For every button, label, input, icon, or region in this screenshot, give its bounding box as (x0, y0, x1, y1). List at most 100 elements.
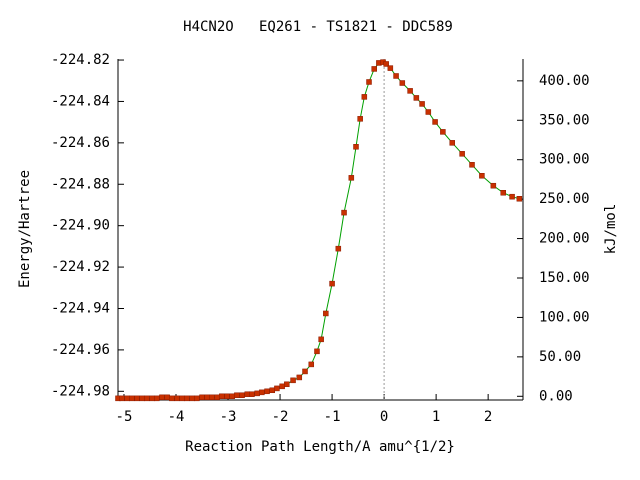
x-tick-label: 0 (380, 409, 388, 425)
x-tick-label: 1 (432, 409, 440, 425)
y2-tick-label: 50.00 (539, 349, 581, 365)
data-point (159, 394, 165, 401)
data-point (432, 119, 438, 125)
data-point (419, 101, 425, 107)
y2-tick-label: 100.00 (539, 309, 590, 325)
y2-tick-label: 350.00 (539, 112, 590, 128)
x-tick-label: 2 (484, 409, 492, 425)
data-point (189, 395, 195, 402)
y-tick-label: -224.90 (51, 218, 110, 234)
y2-tick-label: 200.00 (539, 231, 590, 247)
x-tick-label: -4 (168, 409, 185, 425)
data-point (239, 392, 245, 398)
data-point (269, 387, 275, 394)
data-point (302, 368, 308, 375)
y2-tick-label: 0.00 (539, 388, 573, 404)
data-point (399, 80, 406, 86)
data-point (199, 394, 205, 401)
data-point (224, 393, 230, 400)
data-point (254, 390, 260, 397)
data-point (323, 310, 329, 317)
y-tick-label: -224.82 (51, 52, 110, 68)
data-point (308, 361, 315, 368)
data-point (449, 140, 455, 146)
y2-axis-label: kJ/mol (603, 204, 619, 255)
y2-tick-label: 400.00 (539, 73, 590, 89)
data-point (209, 394, 215, 401)
y-tick-label: -224.98 (51, 383, 110, 399)
data-point (407, 88, 413, 94)
data-point (249, 391, 255, 397)
data-point (119, 395, 125, 402)
data-point (244, 391, 251, 397)
data-point (366, 79, 372, 85)
data-point (154, 395, 160, 402)
data-point (371, 66, 377, 72)
data-point (204, 394, 210, 401)
data-point (341, 209, 347, 216)
y2-tick-label: 250.00 (539, 191, 590, 207)
x-tick-label: -2 (272, 409, 289, 425)
data-point (234, 392, 240, 398)
data-point (314, 348, 320, 355)
data-point (184, 395, 190, 402)
data-point (274, 385, 280, 392)
data-point (149, 395, 155, 402)
data-point (194, 395, 200, 402)
data-point (179, 395, 185, 402)
data-point (219, 393, 225, 400)
data-point (413, 95, 420, 101)
data-point (383, 61, 389, 67)
data-point (516, 196, 523, 202)
y-tick-label: -224.96 (51, 342, 110, 358)
data-point (393, 73, 399, 79)
data-point (144, 395, 150, 402)
data-point (329, 280, 335, 287)
data-point (357, 116, 363, 122)
data-point (353, 144, 359, 150)
x-tick-label: -5 (116, 409, 133, 425)
y-tick-label: -224.86 (51, 135, 110, 151)
data-point (214, 394, 220, 401)
x-axis-label: Reaction Path Length/A amu^{1/2} (185, 439, 455, 455)
data-point (490, 182, 497, 189)
y-tick-label: -224.94 (51, 300, 110, 316)
data-point (387, 65, 394, 71)
data-point (134, 395, 140, 402)
data-point (509, 193, 515, 200)
data-point (290, 377, 296, 384)
data-point (229, 393, 235, 400)
data-point (318, 336, 324, 343)
x-tick-label: -1 (324, 409, 341, 425)
data-point (259, 389, 265, 396)
data-point (279, 383, 285, 390)
data-point (284, 381, 290, 388)
data-point (164, 394, 170, 401)
data-point (139, 395, 145, 402)
data-point (361, 94, 368, 100)
data-point (469, 162, 475, 168)
data-point (440, 129, 446, 135)
chart-title: H4CN2O EQ261 - TS1821 - DDC589 (183, 19, 453, 35)
y-tick-label: -224.84 (51, 93, 110, 109)
data-point (264, 388, 270, 395)
data-point (348, 175, 355, 181)
x-tick-label: -3 (220, 409, 237, 425)
y-tick-label: -224.92 (51, 259, 110, 275)
data-point (425, 109, 432, 115)
data-point (129, 395, 135, 402)
data-point (500, 189, 506, 196)
data-point (174, 395, 180, 402)
data-point (479, 173, 485, 179)
data-point (459, 151, 465, 157)
y-axis-label: Energy/Hartree (17, 170, 33, 288)
data-point (296, 374, 303, 381)
data-point (169, 395, 175, 402)
y-tick-label: -224.88 (51, 176, 110, 192)
y2-tick-label: 300.00 (539, 152, 590, 168)
y2-tick-label: 150.00 (539, 270, 590, 286)
data-point (124, 395, 130, 402)
data-point (335, 245, 342, 252)
